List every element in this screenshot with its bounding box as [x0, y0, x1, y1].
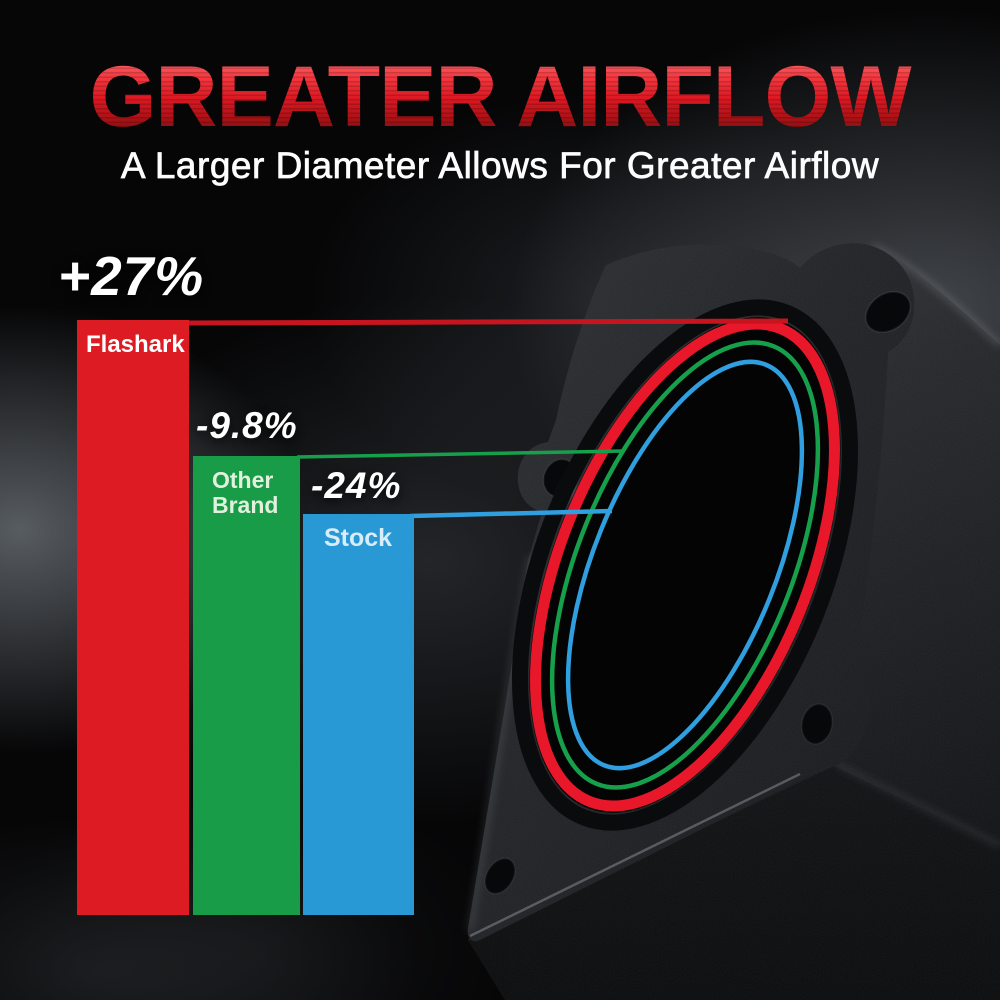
- bar-label-stock: Stock: [324, 524, 393, 552]
- bolt-hole-bottom-left: [484, 857, 516, 895]
- leader-line-other-brand: [296, 449, 625, 459]
- value-label-other-brand: -9.8%: [196, 405, 298, 446]
- bar-stock: Stock: [303, 514, 414, 915]
- flashark-diameter-ring: [530, 318, 840, 812]
- bar-flashark: Flashark: [77, 320, 189, 915]
- bolt-hole-bottom-right: [800, 703, 834, 745]
- bar-other-brand: Other Brand: [193, 456, 300, 915]
- stock-diameter-ring: [565, 359, 805, 771]
- value-label-flashark: +27%: [58, 245, 205, 307]
- other-brand-diameter-ring: [549, 340, 821, 790]
- bar-label-flashark: Flashark: [86, 331, 185, 358]
- page-title: GREATER AIRFLOW: [0, 54, 1000, 140]
- bar-label-other-brand: Other Brand: [212, 467, 279, 518]
- leader-line-stock: [409, 508, 613, 519]
- leader-line-flashark: [182, 318, 789, 326]
- value-label-stock: -24%: [311, 465, 402, 506]
- bolt-hole-top-right: [864, 290, 912, 334]
- page-subtitle: A Larger Diameter Allows For Greater Air…: [120, 145, 880, 187]
